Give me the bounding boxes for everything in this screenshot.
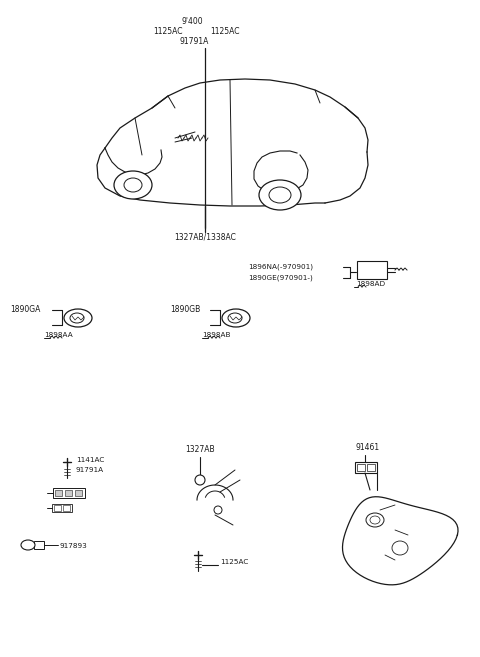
- Ellipse shape: [370, 516, 380, 524]
- Text: 91461: 91461: [355, 443, 379, 451]
- Ellipse shape: [124, 178, 142, 192]
- Ellipse shape: [392, 541, 408, 555]
- FancyBboxPatch shape: [355, 462, 377, 473]
- FancyBboxPatch shape: [63, 505, 70, 511]
- Text: 1898AA: 1898AA: [44, 332, 73, 338]
- FancyBboxPatch shape: [55, 490, 62, 496]
- Ellipse shape: [195, 475, 205, 485]
- Ellipse shape: [64, 309, 92, 327]
- FancyBboxPatch shape: [357, 261, 387, 279]
- Text: 1896NA(-970901): 1896NA(-970901): [248, 263, 313, 270]
- Text: 1890GB: 1890GB: [170, 306, 200, 315]
- Text: 1898AB: 1898AB: [202, 332, 230, 338]
- FancyBboxPatch shape: [75, 490, 82, 496]
- Text: 1898AD: 1898AD: [356, 281, 385, 287]
- Text: 1125AC: 1125AC: [220, 559, 248, 565]
- Text: 1890GA: 1890GA: [10, 306, 40, 315]
- Text: 917893: 917893: [60, 543, 88, 549]
- Ellipse shape: [269, 187, 291, 203]
- FancyBboxPatch shape: [357, 464, 365, 471]
- FancyBboxPatch shape: [53, 488, 85, 498]
- FancyBboxPatch shape: [369, 264, 376, 276]
- Text: 1327AB: 1327AB: [185, 445, 215, 455]
- Text: 1125AC: 1125AC: [210, 28, 240, 37]
- Ellipse shape: [114, 171, 152, 199]
- FancyBboxPatch shape: [367, 464, 375, 471]
- Text: 91791A: 91791A: [76, 467, 104, 473]
- Ellipse shape: [228, 313, 242, 323]
- FancyBboxPatch shape: [65, 490, 72, 496]
- FancyBboxPatch shape: [52, 504, 72, 512]
- Text: 91791A: 91791A: [180, 37, 209, 45]
- Ellipse shape: [366, 513, 384, 527]
- Ellipse shape: [21, 540, 35, 550]
- Ellipse shape: [259, 180, 301, 210]
- Ellipse shape: [222, 309, 250, 327]
- Text: 1141AC: 1141AC: [76, 457, 104, 463]
- FancyBboxPatch shape: [34, 541, 44, 549]
- Ellipse shape: [70, 313, 84, 323]
- FancyBboxPatch shape: [54, 505, 61, 511]
- FancyBboxPatch shape: [360, 264, 367, 276]
- Text: 1125AC: 1125AC: [154, 28, 183, 37]
- Text: 1327AB/1338AC: 1327AB/1338AC: [174, 233, 236, 242]
- Text: 9'400: 9'400: [181, 18, 203, 26]
- Text: 1890GE(970901-): 1890GE(970901-): [248, 275, 313, 281]
- Ellipse shape: [214, 506, 222, 514]
- FancyBboxPatch shape: [378, 264, 385, 276]
